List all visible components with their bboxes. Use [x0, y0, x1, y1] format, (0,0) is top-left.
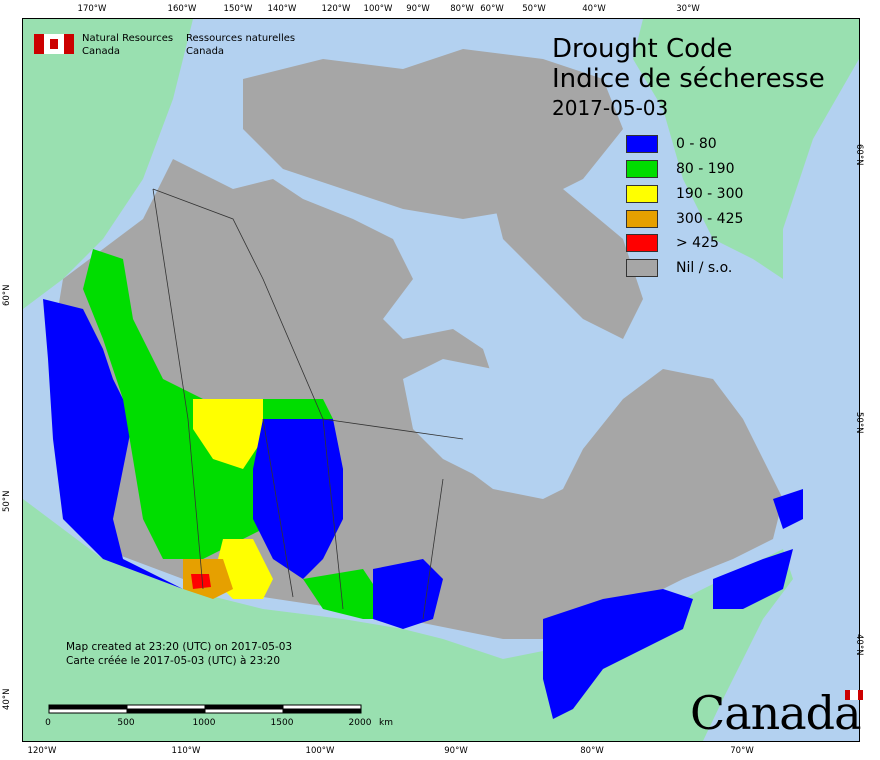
baffin-island [493, 189, 643, 339]
agency-fr-line2: Canada [186, 46, 225, 57]
graticule-label: 40°W [582, 4, 606, 14]
scale-unit: km [379, 718, 393, 728]
legend-swatch [626, 160, 658, 178]
graticule-label: 40°N [854, 634, 864, 656]
legend-swatch [626, 259, 658, 277]
canada-flag-icon [34, 34, 74, 54]
map-title-fr: Indice de sécheresse [552, 64, 825, 94]
alaska [23, 19, 193, 309]
scale-bar [48, 704, 362, 714]
map-frame [22, 18, 860, 742]
graticule-label: 60°N [2, 284, 12, 306]
wordmark-text: Canada [690, 686, 862, 740]
graticule-label: 30°W [676, 4, 700, 14]
graticule-label: 70°W [730, 746, 754, 756]
credit-line-en: Map created at 23:20 (UTC) on 2017-05-03 [66, 641, 293, 653]
graticule-label: 100°W [305, 746, 335, 756]
zone-0-80-nfld [773, 489, 803, 529]
wordmark-flag-icon [844, 690, 863, 700]
graticule-label: 170°W [77, 4, 107, 14]
agency-name-en: Natural Resources Canada [82, 32, 173, 58]
agency-fr-line1: Ressources naturelles [186, 33, 296, 44]
graticule-label: 100°W [363, 4, 393, 14]
graticule-label: 50°N [854, 412, 864, 434]
legend-swatch [626, 210, 658, 228]
border-bc-alberta [187, 418, 204, 590]
graticule-label: 120°W [321, 4, 351, 14]
graticule-label: 90°W [444, 746, 468, 756]
zone-gt-425 [191, 574, 211, 589]
graticule-label: 160°W [167, 4, 197, 14]
border-yukon-bc [152, 188, 189, 420]
border-nwt [152, 188, 324, 420]
zone-0-80-east [373, 559, 443, 629]
agency-en-line2: Canada [82, 46, 121, 57]
scale-label: 500 [117, 718, 135, 728]
agency-name-fr: Ressources naturelles Canada [186, 32, 295, 58]
provincial-borders [152, 188, 464, 620]
map-date: 2017-05-03 [552, 96, 669, 120]
border-sask-manitoba [322, 418, 344, 610]
greenland [633, 19, 859, 279]
legend-label: 0 - 80 [676, 136, 717, 152]
graticule-label: 60°W [480, 4, 504, 14]
canada-wordmark: Canada [690, 686, 863, 740]
graticule-label: 50°W [522, 4, 546, 14]
map-credit: Map created at 23:20 (UTC) on 2017-05-03… [66, 640, 292, 668]
graticule-label: 60°N [854, 144, 864, 166]
legend-label: 80 - 190 [676, 161, 735, 177]
graticule-label: 150°W [223, 4, 253, 14]
zone-0-80-south-ont [543, 589, 693, 719]
agency-en-line1: Natural Resources [82, 33, 174, 44]
legend-swatch [626, 234, 658, 252]
graticule-label: 40°N [2, 688, 12, 710]
map-title-en: Drought Code [552, 34, 733, 64]
arctic-islands [243, 49, 623, 219]
zone-0-80-maritimes [713, 549, 793, 609]
legend-swatch [626, 135, 658, 153]
graticule-label: 110°W [171, 746, 201, 756]
graticule-label: 90°W [406, 4, 430, 14]
legend-label: > 425 [676, 235, 719, 251]
zone-0-80-west [43, 299, 183, 589]
legend-label: 190 - 300 [676, 186, 744, 202]
border-alberta-sask [262, 418, 294, 598]
scale-label: 1500 [270, 718, 294, 728]
border-ontario-quebec [422, 478, 444, 620]
hudson-bay [403, 359, 543, 479]
credit-line-fr: Carte créée le 2017-05-03 (UTC) à 23:20 [66, 655, 281, 667]
scale-label: 2000 [348, 718, 372, 728]
graticule-label: 50°N [2, 490, 12, 512]
scale-label: 1000 [192, 718, 216, 728]
graticule-label: 140°W [267, 4, 297, 14]
graticule-label: 120°W [27, 746, 57, 756]
border-nunavut [322, 418, 464, 440]
zone-0-80-central [253, 419, 343, 579]
scale-label: 0 [45, 718, 51, 728]
graticule-label: 80°W [450, 4, 474, 14]
drought-map [23, 19, 859, 741]
legend-swatch [626, 185, 658, 203]
graticule-label: 80°W [580, 746, 604, 756]
zone-190-300 [193, 399, 263, 469]
legend-label: Nil / s.o. [676, 260, 733, 276]
legend-label: 300 - 425 [676, 211, 744, 227]
united-states [23, 499, 793, 741]
